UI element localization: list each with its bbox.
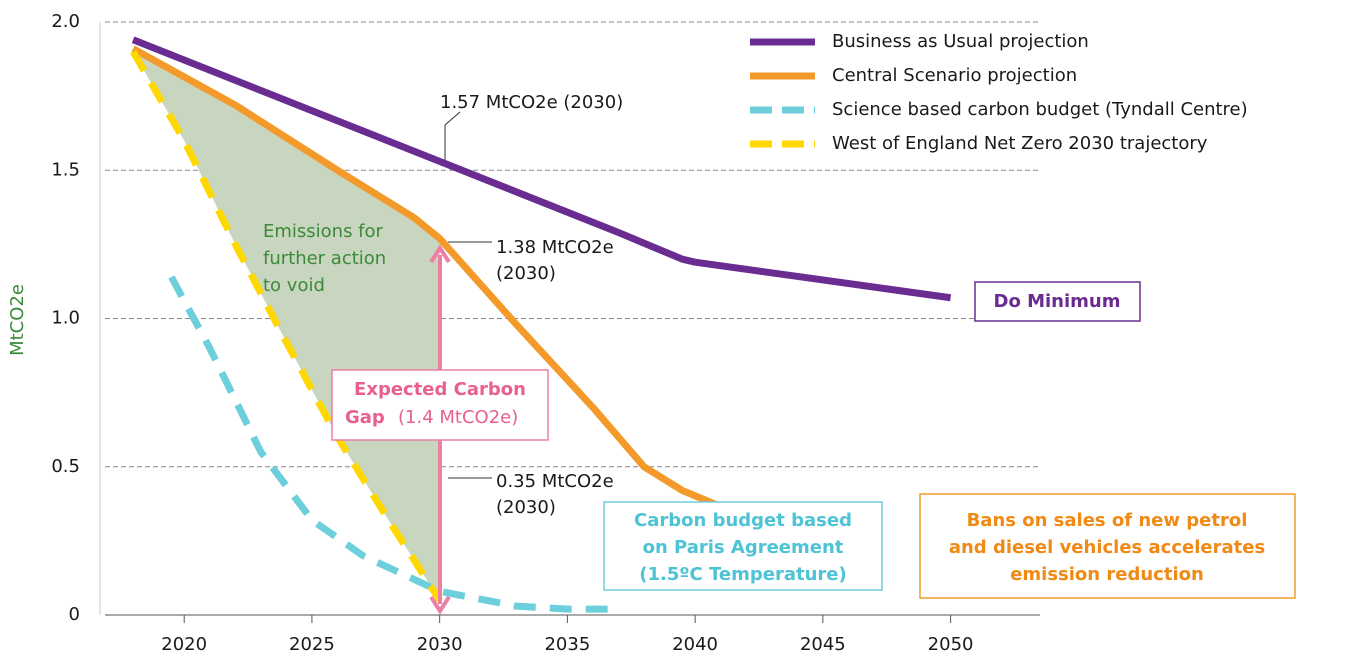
annotation: (2030)	[496, 497, 556, 518]
legend-label: Central Scenario projection	[832, 65, 1077, 86]
legend-label: Business as Usual projection	[832, 31, 1089, 52]
do-minimum-box	[974, 281, 1141, 322]
annotation: on Paris Agreement	[643, 537, 844, 558]
annotation: 0.35 MtCO2e	[496, 471, 614, 492]
x-tick-label: 2030	[417, 634, 463, 655]
annotation: (1.5ºC Temperature)	[639, 564, 846, 585]
gap-arrow-head	[429, 244, 451, 615]
annotation: to void	[263, 275, 325, 296]
annotation: Expected Carbon	[354, 379, 526, 400]
x-tick-label: 2050	[928, 634, 974, 655]
x-tick-label: 2020	[161, 634, 207, 655]
gap-box	[331, 369, 549, 441]
annotation: (1.4 MtCO2e)	[398, 407, 518, 428]
annotation: Do Minimum	[994, 291, 1121, 312]
legend-label: West of England Net Zero 2030 trajectory	[832, 133, 1208, 154]
y-tick-label: 0.5	[51, 456, 80, 477]
annotation: Gap	[345, 407, 385, 428]
annotation: emission reduction	[1010, 564, 1204, 585]
y-tick-label: 2.0	[51, 11, 80, 32]
y-tick-label: 1.5	[51, 159, 80, 180]
annotation: and diesel vehicles accelerates	[949, 537, 1265, 558]
series-line	[168, 275, 619, 613]
annotations: 1.57 MtCO2e (2030) 1.38 MtCO2e (2030) 0.…	[263, 92, 1296, 615]
annotation: Emissions for	[263, 221, 384, 242]
x-tick-label: 2035	[544, 634, 590, 655]
bans-box	[919, 493, 1296, 599]
series-line	[131, 36, 952, 302]
annotation: further action	[263, 248, 386, 269]
paris-box	[603, 501, 883, 591]
y-tick-label: 0	[69, 604, 80, 625]
legend-label: Science based carbon budget (Tyndall Cen…	[832, 99, 1248, 120]
series-line	[131, 45, 851, 574]
annotation: Bans on sales of new petrol	[967, 510, 1248, 531]
y-tick-label: 1.0	[51, 308, 80, 329]
x-tick-label: 2025	[289, 634, 335, 655]
annotation: 1.57 MtCO2e (2030)	[440, 92, 623, 113]
series-line	[130, 49, 443, 603]
x-tick-label: 2045	[800, 634, 846, 655]
plot: 2.0 1.5 1.0 0.5 0 2020 2025 2030 2035 2040 2045 205…	[51, 11, 1247, 655]
y-axis-label: MtCO2e	[7, 284, 28, 356]
annotation: 1.38 MtCO2e	[496, 237, 614, 258]
annotation: Carbon budget based	[634, 510, 852, 531]
x-tick-label: 2040	[672, 634, 718, 655]
leader	[444, 111, 461, 126]
annotation: (2030)	[496, 263, 556, 284]
